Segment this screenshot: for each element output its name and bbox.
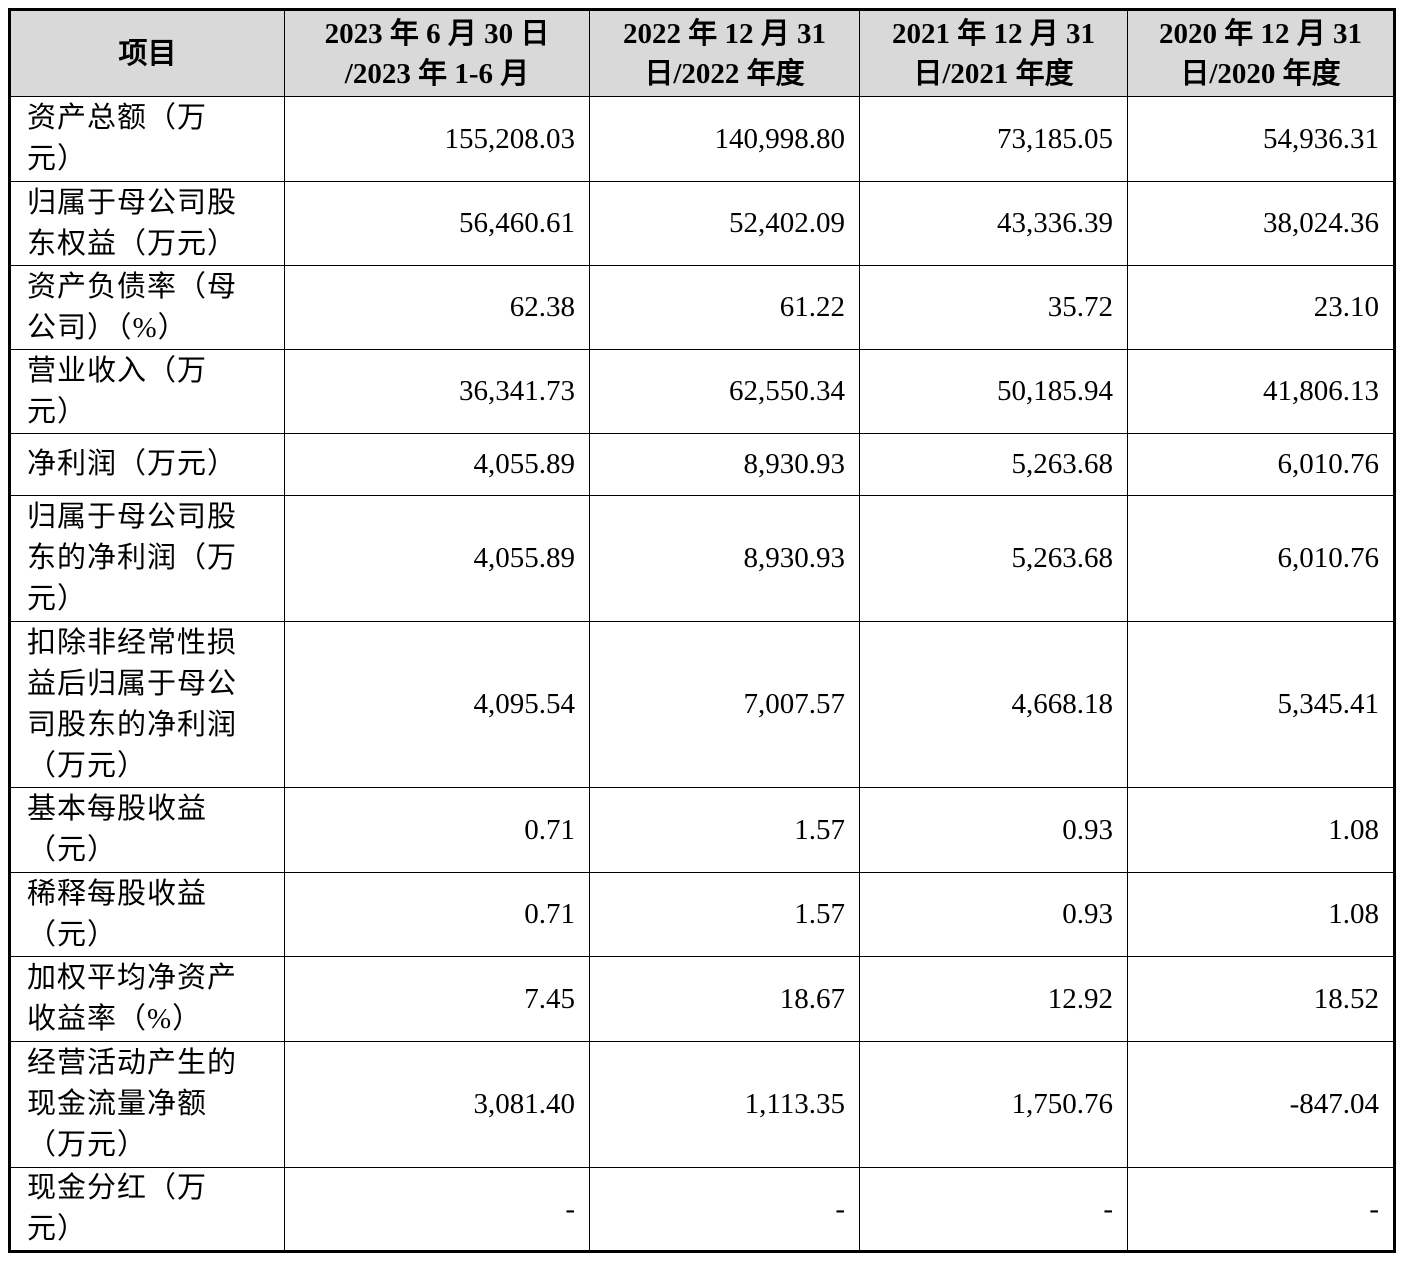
column-header-period: 2022 年 12 月 31 日/2022 年度 — [589, 9, 860, 97]
value-cell: 41,806.13 — [1127, 349, 1395, 434]
value-cell: 6,010.76 — [1127, 495, 1395, 622]
table-row: 净利润（万元） 4,055.89 8,930.93 5,263.68 6,010.76 — [9, 433, 1395, 496]
row-label: 资产总额（万 元） — [9, 96, 285, 182]
table-row: 资产总额（万 元） 155,208.03 140,998.80 73,185.05 54… — [9, 96, 1395, 182]
header-row: 项目 2023 年 6 月 30 日 /2023 年 1-6 月 2022 年 12… — [9, 9, 1395, 97]
table-row: 基本每股收益 （元） 0.71 1.57 0.93 1.08 — [9, 787, 1395, 873]
value-cell: 12.92 — [859, 956, 1128, 1042]
value-cell: 36,341.73 — [284, 349, 590, 434]
value-cell: 155,208.03 — [284, 96, 590, 182]
table-row: 现金分红（万 元） - - - - — [9, 1167, 1395, 1252]
table-row: 扣除非经常性损 益后归属于母公 司股东的净利润 （万元） 4,095.54 7,00… — [9, 621, 1395, 788]
table-row: 资产负债率（母 公司）（%） 62.38 61.22 35.72 23.10 — [9, 265, 1395, 350]
table-row: 经营活动产生的 现金流量净额 （万元） 3,081.40 1,113.35 1,750… — [9, 1041, 1395, 1168]
value-cell: 5,263.68 — [859, 495, 1128, 622]
table-row: 归属于母公司股 东的净利润（万 元） 4,055.89 8,930.93 5,263.… — [9, 495, 1395, 622]
value-cell: 0.93 — [859, 872, 1128, 957]
value-cell: 3,081.40 — [284, 1041, 590, 1168]
column-header-period: 2020 年 12 月 31 日/2020 年度 — [1127, 9, 1395, 97]
value-cell: 7,007.57 — [589, 621, 860, 788]
row-label: 加权平均净资产 收益率（%） — [9, 956, 285, 1042]
value-cell: 1.08 — [1127, 872, 1395, 957]
value-cell: 52,402.09 — [589, 181, 860, 266]
row-label: 归属于母公司股 东权益（万元） — [9, 181, 285, 266]
value-cell: 1.08 — [1127, 787, 1395, 873]
value-cell: 1,113.35 — [589, 1041, 860, 1168]
value-cell: 18.52 — [1127, 956, 1395, 1042]
value-cell: 4,668.18 — [859, 621, 1128, 788]
value-cell: 54,936.31 — [1127, 96, 1395, 182]
value-cell: 56,460.61 — [284, 181, 590, 266]
row-label: 经营活动产生的 现金流量净额 （万元） — [9, 1041, 285, 1168]
value-cell: 8,930.93 — [589, 495, 860, 622]
value-cell: 1.57 — [589, 787, 860, 873]
value-cell: 1,750.76 — [859, 1041, 1128, 1168]
value-cell: 0.93 — [859, 787, 1128, 873]
row-label: 现金分红（万 元） — [9, 1167, 285, 1252]
table-row: 稀释每股收益 （元） 0.71 1.57 0.93 1.08 — [9, 872, 1395, 957]
value-cell: 1.57 — [589, 872, 860, 957]
value-cell: 43,336.39 — [859, 181, 1128, 266]
value-cell: 4,055.89 — [284, 495, 590, 622]
value-cell: 62,550.34 — [589, 349, 860, 434]
row-label: 归属于母公司股 东的净利润（万 元） — [9, 495, 285, 622]
value-cell: 0.71 — [284, 787, 590, 873]
value-cell: -847.04 — [1127, 1041, 1395, 1168]
value-cell: 140,998.80 — [589, 96, 860, 182]
value-cell: 62.38 — [284, 265, 590, 350]
column-header-period: 2021 年 12 月 31 日/2021 年度 — [859, 9, 1128, 97]
column-header-item: 项目 — [9, 9, 285, 97]
row-label: 净利润（万元） — [9, 433, 285, 496]
value-cell: 7.45 — [284, 956, 590, 1042]
value-cell: 35.72 — [859, 265, 1128, 350]
value-cell: 50,185.94 — [859, 349, 1128, 434]
row-label: 基本每股收益 （元） — [9, 787, 285, 873]
value-cell: 5,263.68 — [859, 433, 1128, 496]
row-label: 稀释每股收益 （元） — [9, 872, 285, 957]
value-cell: - — [1127, 1167, 1395, 1252]
table-row: 加权平均净资产 收益率（%） 7.45 18.67 12.92 18.52 — [9, 956, 1395, 1042]
value-cell: - — [284, 1167, 590, 1252]
value-cell: 5,345.41 — [1127, 621, 1395, 788]
value-cell: 0.71 — [284, 872, 590, 957]
value-cell: 73,185.05 — [859, 96, 1128, 182]
column-header-period: 2023 年 6 月 30 日 /2023 年 1-6 月 — [284, 9, 590, 97]
row-label: 营业收入（万 元） — [9, 349, 285, 434]
value-cell: 8,930.93 — [589, 433, 860, 496]
value-cell: 4,055.89 — [284, 433, 590, 496]
value-cell: - — [589, 1167, 860, 1252]
table-row: 归属于母公司股 东权益（万元） 56,460.61 52,402.09 43,336.… — [9, 181, 1395, 266]
value-cell: 18.67 — [589, 956, 860, 1042]
financial-summary-table: 项目 2023 年 6 月 30 日 /2023 年 1-6 月 2022 年 12… — [8, 8, 1396, 1253]
row-label: 扣除非经常性损 益后归属于母公 司股东的净利润 （万元） — [9, 621, 285, 788]
value-cell: - — [859, 1167, 1128, 1252]
table-row: 营业收入（万 元） 36,341.73 62,550.34 50,185.94 41,8… — [9, 349, 1395, 434]
value-cell: 23.10 — [1127, 265, 1395, 350]
row-label: 资产负债率（母 公司）（%） — [9, 265, 285, 350]
value-cell: 6,010.76 — [1127, 433, 1395, 496]
value-cell: 4,095.54 — [284, 621, 590, 788]
value-cell: 38,024.36 — [1127, 181, 1395, 266]
value-cell: 61.22 — [589, 265, 860, 350]
